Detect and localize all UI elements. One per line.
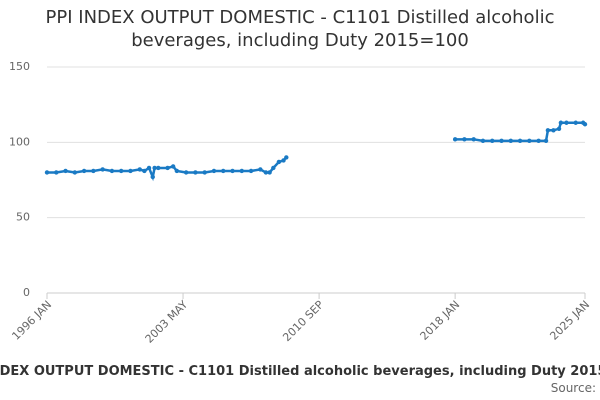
x-tick-label: 1996 JAN	[9, 298, 54, 343]
data-point	[517, 138, 523, 144]
data-point	[551, 128, 556, 133]
data-point	[170, 164, 176, 169]
data-point	[271, 165, 276, 171]
data-point	[183, 170, 189, 175]
data-point	[230, 168, 235, 174]
data-point	[100, 167, 105, 172]
data-point	[44, 170, 50, 175]
y-tick-label: 100	[9, 135, 30, 148]
y-tick-label: 150	[9, 60, 30, 73]
data-point	[508, 138, 513, 144]
data-point	[556, 126, 562, 131]
data-point	[276, 159, 282, 165]
data-point	[63, 168, 68, 174]
data-point	[165, 165, 170, 171]
source: Source:	[550, 381, 596, 395]
data-point	[543, 138, 549, 144]
data-point	[152, 165, 157, 171]
data-point	[452, 137, 458, 142]
data-point	[81, 168, 87, 174]
y-tick-label: 0	[23, 286, 30, 299]
data-point	[221, 168, 226, 174]
data-point	[527, 138, 532, 144]
data-point	[558, 120, 564, 125]
data-point	[267, 170, 272, 175]
caption: PPI INDEX OUTPUT DOMESTIC - C1101 Distil…	[0, 364, 600, 379]
data-point	[284, 155, 289, 160]
data-point	[91, 168, 96, 174]
data-point	[490, 138, 495, 144]
data-point	[573, 120, 578, 125]
data-point	[211, 168, 217, 174]
chart: 0 50 100 150 1996 JAN 2003 MAY 2010 SEP 2018 JA…	[9, 60, 592, 346]
data-point	[536, 138, 541, 144]
data-point	[480, 138, 486, 144]
data-point	[72, 170, 78, 175]
data-point	[150, 174, 155, 180]
data-point	[258, 167, 263, 172]
data-point	[281, 158, 286, 163]
data-point	[128, 168, 133, 174]
data-point	[545, 128, 551, 133]
data-point	[109, 168, 115, 174]
data-point	[193, 170, 198, 175]
x-tick-label: 2025 JAN	[547, 298, 592, 343]
x-tick-label: 2010 SEP	[280, 298, 326, 344]
data-point	[239, 168, 244, 174]
data-line	[47, 121, 586, 182]
data-point	[499, 138, 504, 144]
caption-text: PPI INDEX OUTPUT DOMESTIC - C1101 Distil…	[0, 364, 600, 379]
data-point	[248, 168, 254, 174]
data-point	[471, 137, 476, 142]
data-point	[54, 170, 59, 175]
data-point	[582, 122, 588, 127]
data-point	[202, 170, 207, 175]
data-point	[564, 120, 569, 125]
data-point	[146, 165, 152, 171]
data-point	[119, 168, 124, 174]
y-tick-label: 50	[16, 211, 30, 224]
data-point	[174, 168, 180, 174]
data-point	[462, 137, 467, 142]
data-point	[263, 170, 269, 175]
data-point	[156, 165, 161, 171]
chart-title: PPI INDEX OUTPUT DOMESTIC - C1101 Distil…	[45, 7, 555, 51]
data-point	[137, 167, 142, 172]
x-tick-label: 2003 MAY	[143, 298, 191, 346]
x-tick-label: 2018 JAN	[418, 298, 463, 343]
data-point	[142, 168, 147, 174]
